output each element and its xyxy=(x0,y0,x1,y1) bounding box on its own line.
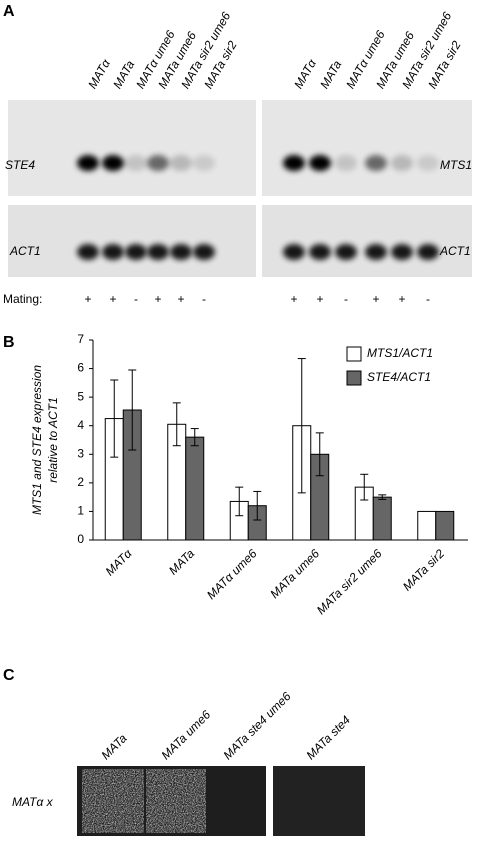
band xyxy=(417,155,439,171)
y-tick-label: 7 xyxy=(77,332,84,346)
y-tick-label: 3 xyxy=(77,446,84,460)
error-bar xyxy=(128,369,137,451)
y-tick-label: 0 xyxy=(77,532,84,546)
blot-label: ACT1 xyxy=(439,244,471,258)
error-bar xyxy=(297,358,306,494)
lane-label: MATa ume6 xyxy=(158,707,213,762)
error-bar xyxy=(360,473,369,501)
mating-sign: + xyxy=(177,292,184,306)
band xyxy=(170,155,192,171)
error-bar xyxy=(190,428,199,447)
mating-label: Mating: xyxy=(3,292,42,306)
lane-label: MATa ste4 xyxy=(303,713,353,763)
band xyxy=(309,155,331,171)
x-tick-label: MATa sir2 xyxy=(400,546,447,593)
legend-swatch xyxy=(346,370,362,386)
error-bar xyxy=(378,494,387,500)
band xyxy=(365,155,387,171)
mating-sign: + xyxy=(398,292,405,306)
band xyxy=(125,244,147,260)
blot xyxy=(8,100,256,196)
lane-label: MATa xyxy=(98,731,129,762)
mating-sign: + xyxy=(290,292,297,306)
error-bar xyxy=(235,486,244,517)
band xyxy=(193,155,215,171)
blot xyxy=(262,205,472,277)
band xyxy=(417,244,439,260)
mating-sign: + xyxy=(154,292,161,306)
mating-sign: - xyxy=(134,292,138,306)
plate xyxy=(273,766,365,836)
y-tick-label: 4 xyxy=(77,418,84,432)
blot-label: MTS1 xyxy=(440,158,472,172)
bar xyxy=(372,496,392,541)
y-tick-label: 1 xyxy=(77,504,84,518)
y-tick-label: 2 xyxy=(77,475,84,489)
band xyxy=(77,244,99,260)
blot xyxy=(262,100,472,196)
band xyxy=(77,155,99,171)
band xyxy=(193,244,215,260)
legend-label: MTS1/ACT1 xyxy=(367,346,433,360)
legend-label: STE4/ACT1 xyxy=(367,370,431,384)
mating-sign: + xyxy=(109,292,116,306)
colony-patch xyxy=(146,769,206,833)
blot-label: STE4 xyxy=(5,158,35,172)
band xyxy=(102,155,124,171)
bar xyxy=(435,510,455,541)
panel-label: B xyxy=(3,334,15,351)
band xyxy=(335,155,357,171)
lane-label: MATa xyxy=(317,58,344,91)
band xyxy=(147,155,169,171)
y-axis-label: relative to ACT1 xyxy=(46,397,60,483)
band xyxy=(283,155,305,171)
lane-label: MATα xyxy=(291,56,319,91)
band xyxy=(309,244,331,260)
mating-sign: - xyxy=(426,292,430,306)
band xyxy=(335,244,357,260)
band xyxy=(170,244,192,260)
y-axis-label: MTS1 and STE4 expression xyxy=(30,365,44,515)
lane-label: MATa ste4 ume6 xyxy=(220,689,293,762)
y-tick-label: 6 xyxy=(77,361,84,375)
x-tick-label: MATα xyxy=(103,546,136,579)
band xyxy=(283,244,305,260)
mating-sign: - xyxy=(344,292,348,306)
mating-sign: - xyxy=(202,292,206,306)
error-bar xyxy=(110,379,119,458)
x-tick-label: MATa xyxy=(166,546,197,577)
mating-sign: + xyxy=(372,292,379,306)
blot-label: ACT1 xyxy=(9,244,41,258)
bar xyxy=(185,436,205,541)
band xyxy=(391,155,413,171)
x-tick-label: MATa ume6 xyxy=(267,546,322,601)
x-tick-label: MATα ume6 xyxy=(204,546,260,602)
panel-label: C xyxy=(3,667,15,684)
error-bar xyxy=(172,402,181,447)
x-tick-label: MATa sir2 ume6 xyxy=(314,546,385,617)
band xyxy=(125,155,147,171)
lane-label: MATa xyxy=(110,58,137,91)
y-tick-label: 5 xyxy=(77,389,84,403)
band xyxy=(391,244,413,260)
blot xyxy=(8,205,256,277)
panel-label: A xyxy=(3,3,15,20)
band xyxy=(147,244,169,260)
colony-patch xyxy=(82,769,144,833)
mating-sign: + xyxy=(316,292,323,306)
legend-swatch xyxy=(346,346,362,362)
band xyxy=(102,244,124,260)
band xyxy=(365,244,387,260)
error-bar xyxy=(315,432,324,477)
bar xyxy=(417,510,437,541)
error-bar xyxy=(253,490,262,521)
lane-label: MATα xyxy=(85,56,113,91)
row-label: MATα x xyxy=(12,795,54,809)
mating-sign: + xyxy=(84,292,91,306)
